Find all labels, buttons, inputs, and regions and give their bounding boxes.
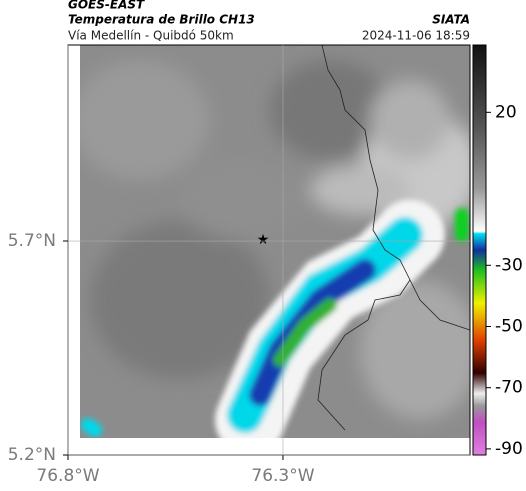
colorbar-tick-label: -50 — [495, 316, 523, 336]
border — [317, 45, 470, 431]
colorbar-tick-label: -70 — [495, 378, 523, 398]
colorbar — [472, 44, 487, 456]
subtitle: Vía Medellín - Quibdó 50km — [68, 29, 234, 43]
station-marker: ★ — [257, 232, 270, 248]
x-tick-label: 76.8°W — [36, 466, 99, 486]
colorbar-tick-label: -90 — [495, 439, 523, 459]
colorbar-tick-label: -30 — [495, 255, 523, 275]
colorbar-tick-label: 20 — [495, 102, 517, 122]
org: SIATA — [432, 13, 470, 27]
timestamp: 2024-11-06 18:59 — [362, 29, 470, 43]
source: GOES-EAST — [68, 0, 145, 12]
satellite-image: ★ — [80, 45, 470, 438]
title: Temperatura de Brillo CH13 — [68, 13, 255, 27]
y-tick-label: 5.2°N — [8, 445, 56, 465]
y-tick-label: 5.7°N — [8, 231, 56, 251]
x-tick-label: 76.3°W — [251, 466, 314, 486]
